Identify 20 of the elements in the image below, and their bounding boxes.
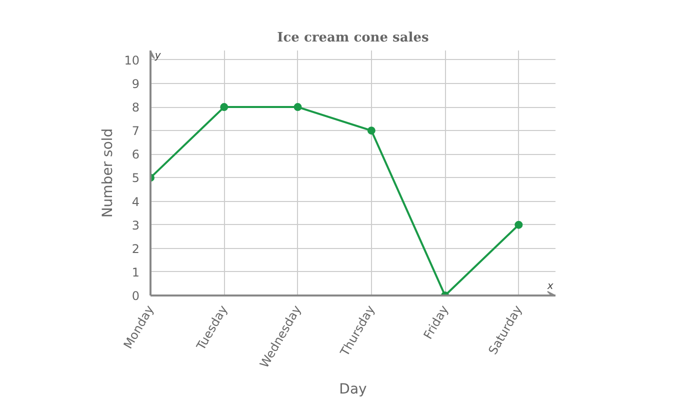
y-axis-title: Number sold xyxy=(100,128,116,218)
x-axis-title: Day xyxy=(339,382,367,398)
y-tick-label: 9 xyxy=(132,76,140,91)
y-tick-label: 4 xyxy=(132,194,140,209)
y-tick-label: 3 xyxy=(132,218,140,232)
point xyxy=(514,220,523,229)
annotation: x xyxy=(546,280,554,292)
y-tick-label: 2 xyxy=(132,242,140,256)
y-tick-label: 8 xyxy=(132,100,140,115)
chart-title: Ice cream cone sales xyxy=(277,30,429,46)
point xyxy=(367,126,376,135)
point xyxy=(294,103,302,112)
y-tick-label: 0 xyxy=(132,289,140,303)
annotation: y xyxy=(154,50,162,62)
y-tick-label: 6 xyxy=(132,148,140,162)
point xyxy=(220,103,228,112)
y-tick-label: 5 xyxy=(132,171,140,186)
y-tick-label: 10 xyxy=(124,53,140,68)
y-tick-label: 7 xyxy=(132,124,140,138)
y-tick-label: 1 xyxy=(132,265,140,280)
